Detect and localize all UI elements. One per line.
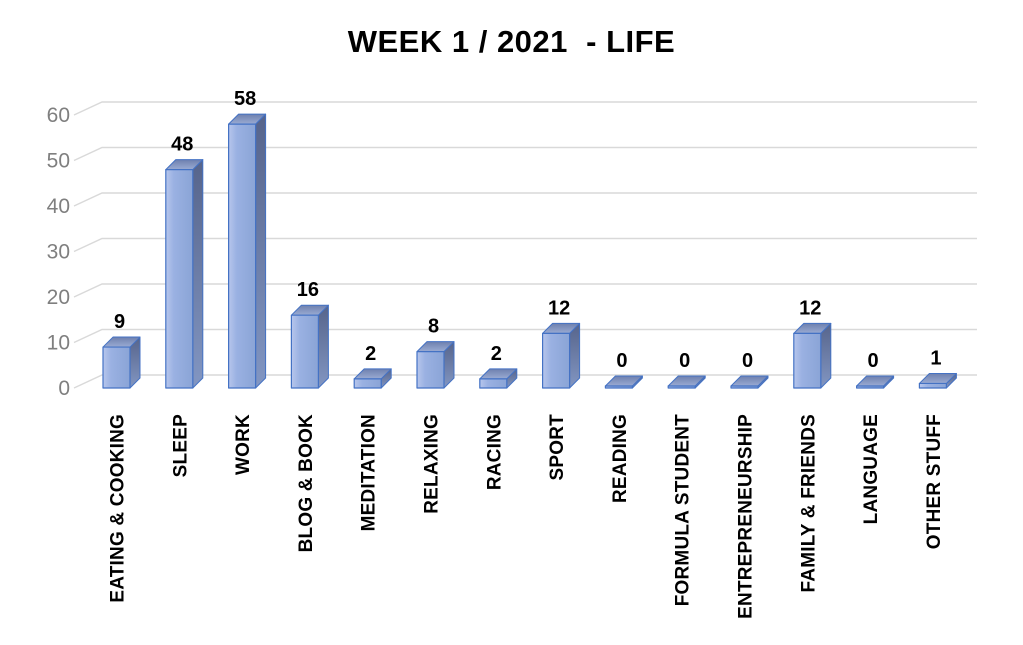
bar [416,341,455,389]
x-axis-category-label: MEDITATION [359,414,380,531]
bar-value-label: 8 [428,316,439,338]
x-axis-category-label: FAMILY & FRIENDS [798,414,819,592]
bar-front-face [290,314,319,389]
gridline [73,283,977,298]
bar [793,322,832,389]
y-axis-tick-label: 20 [47,286,70,309]
bar-side-face [820,322,832,389]
y-axis-tick-label: 0 [58,377,70,400]
y-axis-tick-label: 30 [47,241,70,264]
x-axis-category-label: RELAXING [422,414,443,514]
bar-value-label: 0 [679,350,690,372]
bar [918,372,957,389]
bar-front-face [604,385,634,389]
bar-side-face [255,113,267,389]
bar-front-face [793,332,822,389]
bar-front-face [416,351,445,389]
x-axis-category-label: SPORT [547,414,568,481]
bar-front-face [855,385,885,389]
bar [353,368,392,389]
bar-value-label: 0 [742,350,753,372]
bar-front-face [667,385,696,389]
bar-front-face [730,385,759,389]
bar-value-label: 0 [616,350,627,372]
bar-value-label: 12 [548,297,570,319]
bar-front-face [228,123,257,389]
bar-value-label: 9 [114,311,125,333]
y-axis-tick-label: 40 [47,195,70,218]
gridline [73,101,977,116]
bar-side-face [569,322,581,389]
gridline [73,146,977,162]
bar [541,322,581,389]
bar-top-face [667,375,706,387]
bar [479,368,518,389]
bar-value-label: 12 [799,297,821,319]
gridline [73,328,977,344]
bar-front-face [541,332,571,389]
gridline [73,192,977,207]
x-axis-category-label: LANGUAGE [861,414,882,524]
bar-top-face [856,375,895,387]
x-axis-category-label: BLOG & BOOK [296,414,317,552]
bar [604,375,643,389]
bar-value-label: 2 [491,343,502,365]
bar-value-label: 48 [171,134,193,156]
bar-front-face [165,169,194,389]
bar [290,304,329,389]
x-axis-category-label: EATING & COOKING [108,414,129,603]
bar [102,336,141,389]
bar-top-face [604,375,643,387]
x-axis-category-label: WORK [233,414,254,475]
bar-front-face [918,382,948,389]
bar-side-face [192,159,204,389]
bar-value-label: 2 [365,343,376,365]
x-axis-category-label: OTHER STUFF [924,414,945,549]
bar [855,375,895,389]
bar [228,113,267,389]
bar-value-label: 1 [930,347,941,369]
bar-front-face [102,346,131,389]
bar-value-label: 16 [297,279,319,301]
bar [165,159,204,389]
x-axis-category-label: SLEEP [170,414,191,477]
x-axis-category-label: ENTREPRENEURSHIP [736,414,757,619]
bar [730,375,769,389]
bar-front-face [353,378,382,389]
y-axis-tick-label: 10 [47,332,70,355]
y-axis-tick-label: 50 [47,150,70,173]
bar-front-face [479,378,508,389]
gridline [73,237,977,253]
bar-side-face [317,304,329,389]
x-axis-category-label: READING [610,414,631,503]
bar-value-label: 58 [234,88,256,110]
bar-value-label: 0 [868,350,879,372]
x-axis-category-label: RACING [484,414,505,490]
gridline [73,374,977,389]
chart-title: WEEK 1 / 2021 - LIFE [347,24,676,59]
x-axis-category-label: FORMULA STUDENT [673,414,694,606]
bar [667,375,706,389]
y-axis-tick-label: 60 [47,104,70,127]
bar-top-face [730,375,769,387]
